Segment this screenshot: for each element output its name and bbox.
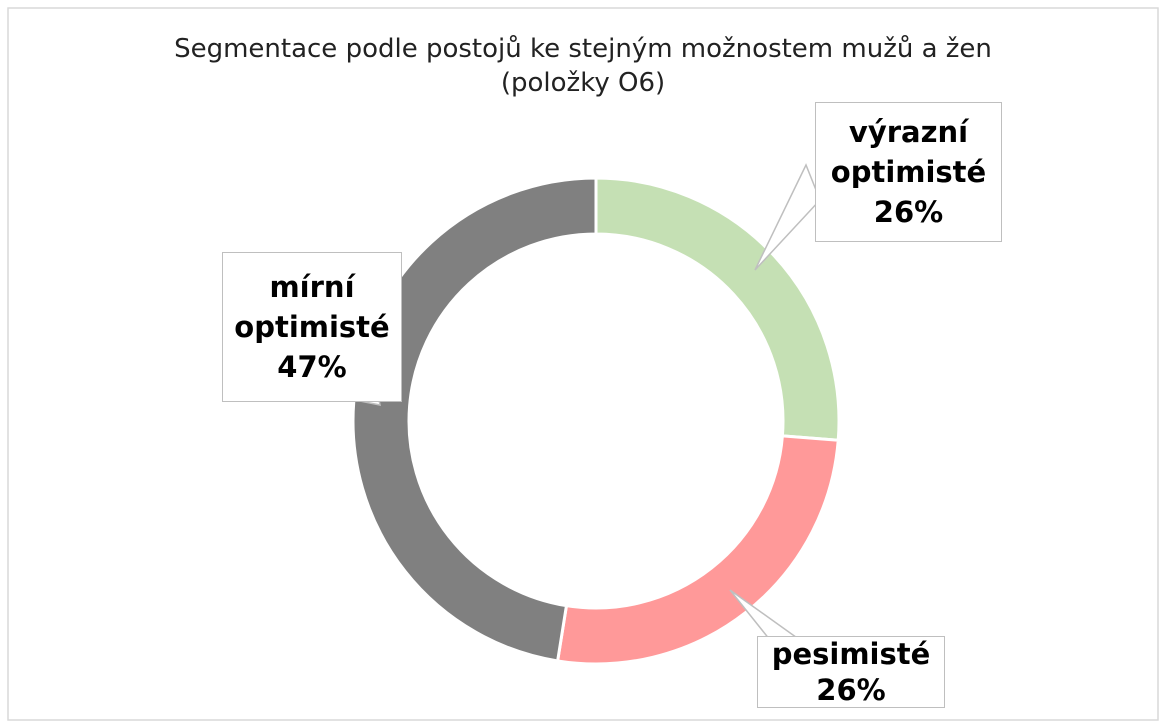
callout-pointer [754,163,821,271]
data-label: pesimisté 26% [757,636,945,708]
value-label: 26% [873,195,944,229]
category-label: pesimisté [771,637,931,671]
category-label: výrazní optimisté [830,115,987,189]
slices [351,176,841,666]
value-label: 26% [816,673,886,707]
data-label: mírní optimisté 47% [222,252,402,402]
value-label: 47% [277,350,347,384]
data-label: výrazní optimisté 26% [815,102,1002,242]
chart-title: Segmentace podle postojů ke stejným možn… [174,34,992,98]
donut-slice [351,176,598,663]
category-label: mírní optimisté [234,270,390,344]
